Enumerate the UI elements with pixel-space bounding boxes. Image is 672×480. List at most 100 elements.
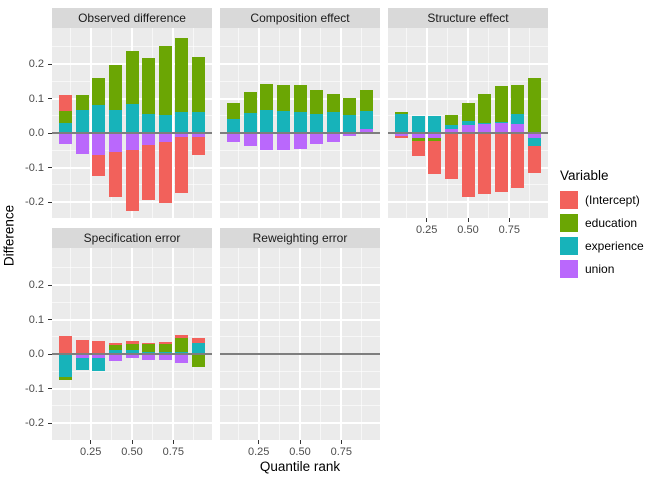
facet-panel xyxy=(220,28,380,218)
bar-segment-experience xyxy=(359,110,373,129)
y-tick-label: -0.2 xyxy=(25,417,44,429)
bar-segment-education xyxy=(59,110,73,124)
bar-segment-education xyxy=(444,114,458,126)
facet-strip-title: Observed difference xyxy=(78,11,186,25)
bar-segment-education xyxy=(293,85,307,112)
bar-segment-union xyxy=(108,354,122,361)
bar-segment-education xyxy=(75,94,89,110)
x-tick-label: 0.25 xyxy=(79,446,102,458)
bar-segment-education xyxy=(158,46,172,115)
y-tick-mark xyxy=(48,167,52,168)
zero-line xyxy=(52,353,212,355)
bar-segment-Intercept xyxy=(395,135,409,138)
legend-item-label: education xyxy=(585,216,638,230)
bar-segment-experience xyxy=(276,110,290,133)
x-tick-mark xyxy=(172,440,174,444)
bar-segment-union xyxy=(59,133,73,144)
bar-segment-union xyxy=(227,133,241,142)
facet-strip: Observed difference xyxy=(52,8,212,28)
legend-item-label: experience xyxy=(585,239,644,253)
gridline-minor-v xyxy=(320,248,322,440)
bar-segment-union xyxy=(191,133,205,138)
facet-panel xyxy=(52,248,212,440)
y-tick-mark xyxy=(48,422,52,424)
legend-item-label: (Intercept) xyxy=(585,193,640,207)
bar-segment-Intercept xyxy=(428,140,442,174)
y-tick-label: -0.2 xyxy=(25,196,44,208)
bar-segment-union xyxy=(326,133,340,142)
bar-segment-union xyxy=(142,133,156,145)
bar-segment-Intercept xyxy=(494,133,508,192)
legend-items: (Intercept) education experience union xyxy=(556,191,668,278)
y-tick-mark xyxy=(48,63,52,65)
bar-segment-union xyxy=(175,354,189,363)
bar-segment-union xyxy=(395,133,409,136)
bar-segment-education xyxy=(260,84,274,110)
bar-segment-experience xyxy=(227,118,241,133)
bar-segment-education xyxy=(191,354,205,368)
x-tick-mark xyxy=(258,440,260,444)
bar-segment-Intercept xyxy=(125,340,139,344)
y-tick-mark xyxy=(48,98,52,99)
y-tick-label: 0.0 xyxy=(28,348,44,360)
bar-segment-Intercept xyxy=(444,133,458,179)
bar-segment-education xyxy=(59,376,73,380)
legend-item: union xyxy=(556,260,668,278)
bar-segment-experience xyxy=(444,125,458,129)
legend-swatch-experience xyxy=(560,237,578,255)
bar-segment-experience xyxy=(125,103,139,133)
bar-segment-Intercept xyxy=(108,342,122,346)
bar-segment-union xyxy=(125,133,139,150)
bar-segment-union xyxy=(260,133,274,150)
bar-segment-Intercept xyxy=(108,151,122,197)
bar-segment-experience xyxy=(191,111,205,133)
y-tick-mark xyxy=(48,353,52,355)
x-tick-label: 0.75 xyxy=(498,224,521,236)
bar-segment-Intercept xyxy=(142,343,156,345)
bar-segment-union xyxy=(310,133,324,145)
bar-segment-Intercept xyxy=(511,133,525,189)
legend: Variable (Intercept) education experience u… xyxy=(556,168,668,283)
bar-segment-education xyxy=(411,138,425,142)
bar-segment-education xyxy=(461,103,475,122)
y-tick-label: 0.2 xyxy=(28,279,44,291)
x-axis-title: Quantile rank xyxy=(259,459,341,474)
bar-segment-education xyxy=(343,97,357,115)
zero-line xyxy=(388,132,548,134)
x-tick-label: 0.50 xyxy=(457,224,479,236)
bar-segment-union xyxy=(142,354,156,360)
bar-segment-experience xyxy=(92,358,106,371)
bar-segment-education xyxy=(92,78,106,106)
bar-segment-union xyxy=(494,122,508,133)
facet-strip-title: Reweighting error xyxy=(252,231,348,245)
gridline-major-v xyxy=(508,28,511,218)
bar-segment-education xyxy=(125,343,139,350)
bar-segment-experience xyxy=(527,137,541,146)
bar-segment-Intercept xyxy=(478,133,492,195)
gridline-major-v xyxy=(89,248,92,440)
legend-item-label: union xyxy=(585,262,615,276)
facet-strip: Composition effect xyxy=(220,8,380,28)
y-tick-label: 0.0 xyxy=(28,127,44,139)
bar-segment-experience xyxy=(260,109,274,133)
facet-strip: Specification error xyxy=(52,228,212,248)
gridline-minor-v xyxy=(278,248,280,440)
gridline-major-v xyxy=(89,28,92,218)
bar-segment-experience xyxy=(293,111,307,133)
bar-segment-union xyxy=(75,354,89,359)
facet-strip: Reweighting error xyxy=(220,228,380,248)
gridline-major-v xyxy=(257,28,260,218)
gridline-major-v xyxy=(172,28,175,218)
facet-panel xyxy=(220,248,380,440)
x-tick-label: 0.25 xyxy=(415,224,438,236)
bar-segment-Intercept xyxy=(411,141,425,157)
bar-segment-education xyxy=(243,91,257,114)
bar-segment-education xyxy=(494,86,508,122)
bar-segment-Intercept xyxy=(125,149,139,211)
bar-segment-education xyxy=(175,338,189,352)
x-tick-mark xyxy=(90,440,92,444)
x-tick-label: 0.50 xyxy=(289,446,311,458)
bar-segment-experience xyxy=(75,358,89,370)
bar-segment-experience xyxy=(142,351,156,354)
bar-segment-education xyxy=(108,345,122,350)
